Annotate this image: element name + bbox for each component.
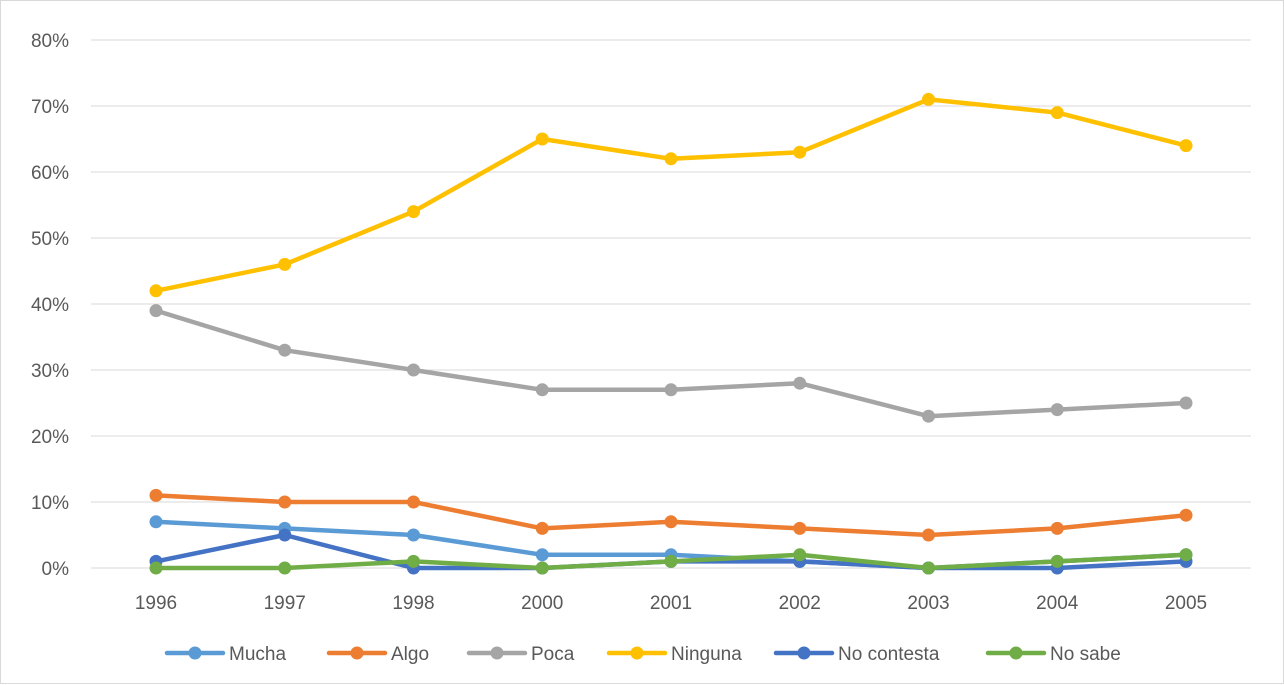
x-tick-label: 2003 bbox=[907, 593, 949, 614]
x-tick-label: 2000 bbox=[521, 593, 563, 614]
data-point-ninguna bbox=[1050, 106, 1064, 120]
data-point-ninguna bbox=[278, 257, 292, 271]
data-point-ninguna bbox=[664, 152, 678, 166]
series-ninguna bbox=[149, 92, 1193, 298]
data-point-poca bbox=[793, 376, 807, 390]
legend-label: Ninguna bbox=[671, 644, 742, 665]
data-point-poca bbox=[407, 363, 420, 377]
x-tick-label: 2001 bbox=[650, 593, 692, 614]
data-point-algo bbox=[793, 521, 807, 535]
legend-label: No sabe bbox=[1050, 644, 1121, 665]
y-tick-label: 70% bbox=[31, 97, 69, 118]
y-tick-label: 40% bbox=[31, 295, 69, 316]
data-point-no-contesta bbox=[278, 528, 292, 542]
data-point-ninguna bbox=[535, 132, 549, 146]
data-point-poca bbox=[149, 304, 163, 318]
data-point-no-sabe bbox=[407, 554, 420, 568]
legend-label: Mucha bbox=[229, 644, 286, 665]
series-lines bbox=[149, 92, 1193, 575]
data-point-no-sabe bbox=[278, 561, 292, 575]
legend-item-no-sabe: No sabe bbox=[985, 644, 1121, 665]
data-point-algo bbox=[149, 488, 163, 502]
y-tick-label: 80% bbox=[31, 31, 69, 52]
x-axis-ticks: 1996 1997 1998 2000 2001 2002 2003 2004 2005 bbox=[135, 593, 1207, 614]
x-tick-label: 1998 bbox=[392, 593, 434, 614]
y-axis-ticks: 0% 10% 20% 30% 40% 50% 60% 70% 80% bbox=[31, 31, 69, 580]
data-point-ninguna bbox=[1179, 139, 1193, 153]
data-point-algo bbox=[407, 495, 420, 509]
data-point-algo bbox=[1179, 508, 1193, 522]
series-poca bbox=[149, 304, 1193, 423]
y-tick-label: 50% bbox=[31, 229, 69, 250]
y-tick-label: 20% bbox=[31, 427, 69, 448]
data-point-poca bbox=[664, 383, 678, 397]
data-point-no-sabe bbox=[922, 561, 935, 575]
y-tick-label: 60% bbox=[31, 163, 69, 184]
legend-swatch-marker bbox=[1009, 646, 1023, 660]
data-point-no-sabe bbox=[664, 554, 678, 568]
data-point-algo bbox=[278, 495, 292, 509]
data-point-algo bbox=[664, 515, 678, 529]
series-algo bbox=[149, 488, 1193, 542]
legend-item-algo: Algo bbox=[326, 644, 429, 665]
legend: Mucha Algo Poca Ninguna No contesta No sabe bbox=[164, 644, 1121, 665]
data-point-mucha bbox=[535, 548, 549, 562]
y-tick-label: 10% bbox=[31, 493, 69, 514]
series-no-sabe bbox=[149, 548, 1193, 575]
data-point-ninguna bbox=[407, 205, 420, 219]
legend-label: Poca bbox=[531, 644, 575, 665]
legend-label: No contesta bbox=[838, 644, 940, 665]
data-point-no-sabe bbox=[1050, 554, 1064, 568]
data-point-algo bbox=[922, 528, 935, 542]
y-tick-label: 30% bbox=[31, 361, 69, 382]
series-line-ninguna bbox=[153, 97, 1189, 294]
legend-swatch-marker bbox=[350, 646, 364, 660]
legend-label: Algo bbox=[391, 644, 429, 665]
legend-item-no-contesta: No contesta bbox=[773, 644, 940, 665]
data-point-ninguna bbox=[922, 92, 935, 106]
legend-item-ninguna: Ninguna bbox=[606, 644, 742, 665]
data-point-poca bbox=[278, 343, 292, 357]
data-point-no-sabe bbox=[1179, 548, 1193, 562]
legend-swatch-marker bbox=[797, 646, 811, 660]
legend-item-poca: Poca bbox=[466, 644, 575, 665]
legend-swatch-marker bbox=[630, 646, 644, 660]
data-point-no-sabe bbox=[149, 561, 163, 575]
data-point-poca bbox=[535, 383, 549, 397]
data-point-algo bbox=[1050, 521, 1064, 535]
data-point-no-sabe bbox=[793, 548, 807, 562]
legend-item-mucha: Mucha bbox=[164, 644, 286, 665]
x-tick-label: 2004 bbox=[1036, 593, 1079, 614]
data-point-mucha bbox=[149, 515, 163, 529]
data-point-mucha bbox=[407, 528, 420, 542]
data-point-ninguna bbox=[793, 145, 807, 159]
x-tick-label: 1996 bbox=[135, 593, 177, 614]
data-point-ninguna bbox=[149, 284, 163, 298]
y-tick-label: 0% bbox=[42, 559, 70, 580]
data-point-no-sabe bbox=[535, 561, 549, 575]
x-tick-label: 2002 bbox=[779, 593, 821, 614]
legend-swatch-marker bbox=[188, 646, 202, 660]
legend-swatch-marker bbox=[490, 646, 504, 660]
data-point-algo bbox=[535, 521, 549, 535]
data-point-poca bbox=[1179, 396, 1193, 410]
series-line-poca bbox=[153, 308, 1189, 419]
data-point-poca bbox=[922, 409, 935, 423]
x-tick-label: 1997 bbox=[264, 593, 306, 614]
x-tick-label: 2005 bbox=[1165, 593, 1207, 614]
data-point-poca bbox=[1050, 403, 1064, 417]
